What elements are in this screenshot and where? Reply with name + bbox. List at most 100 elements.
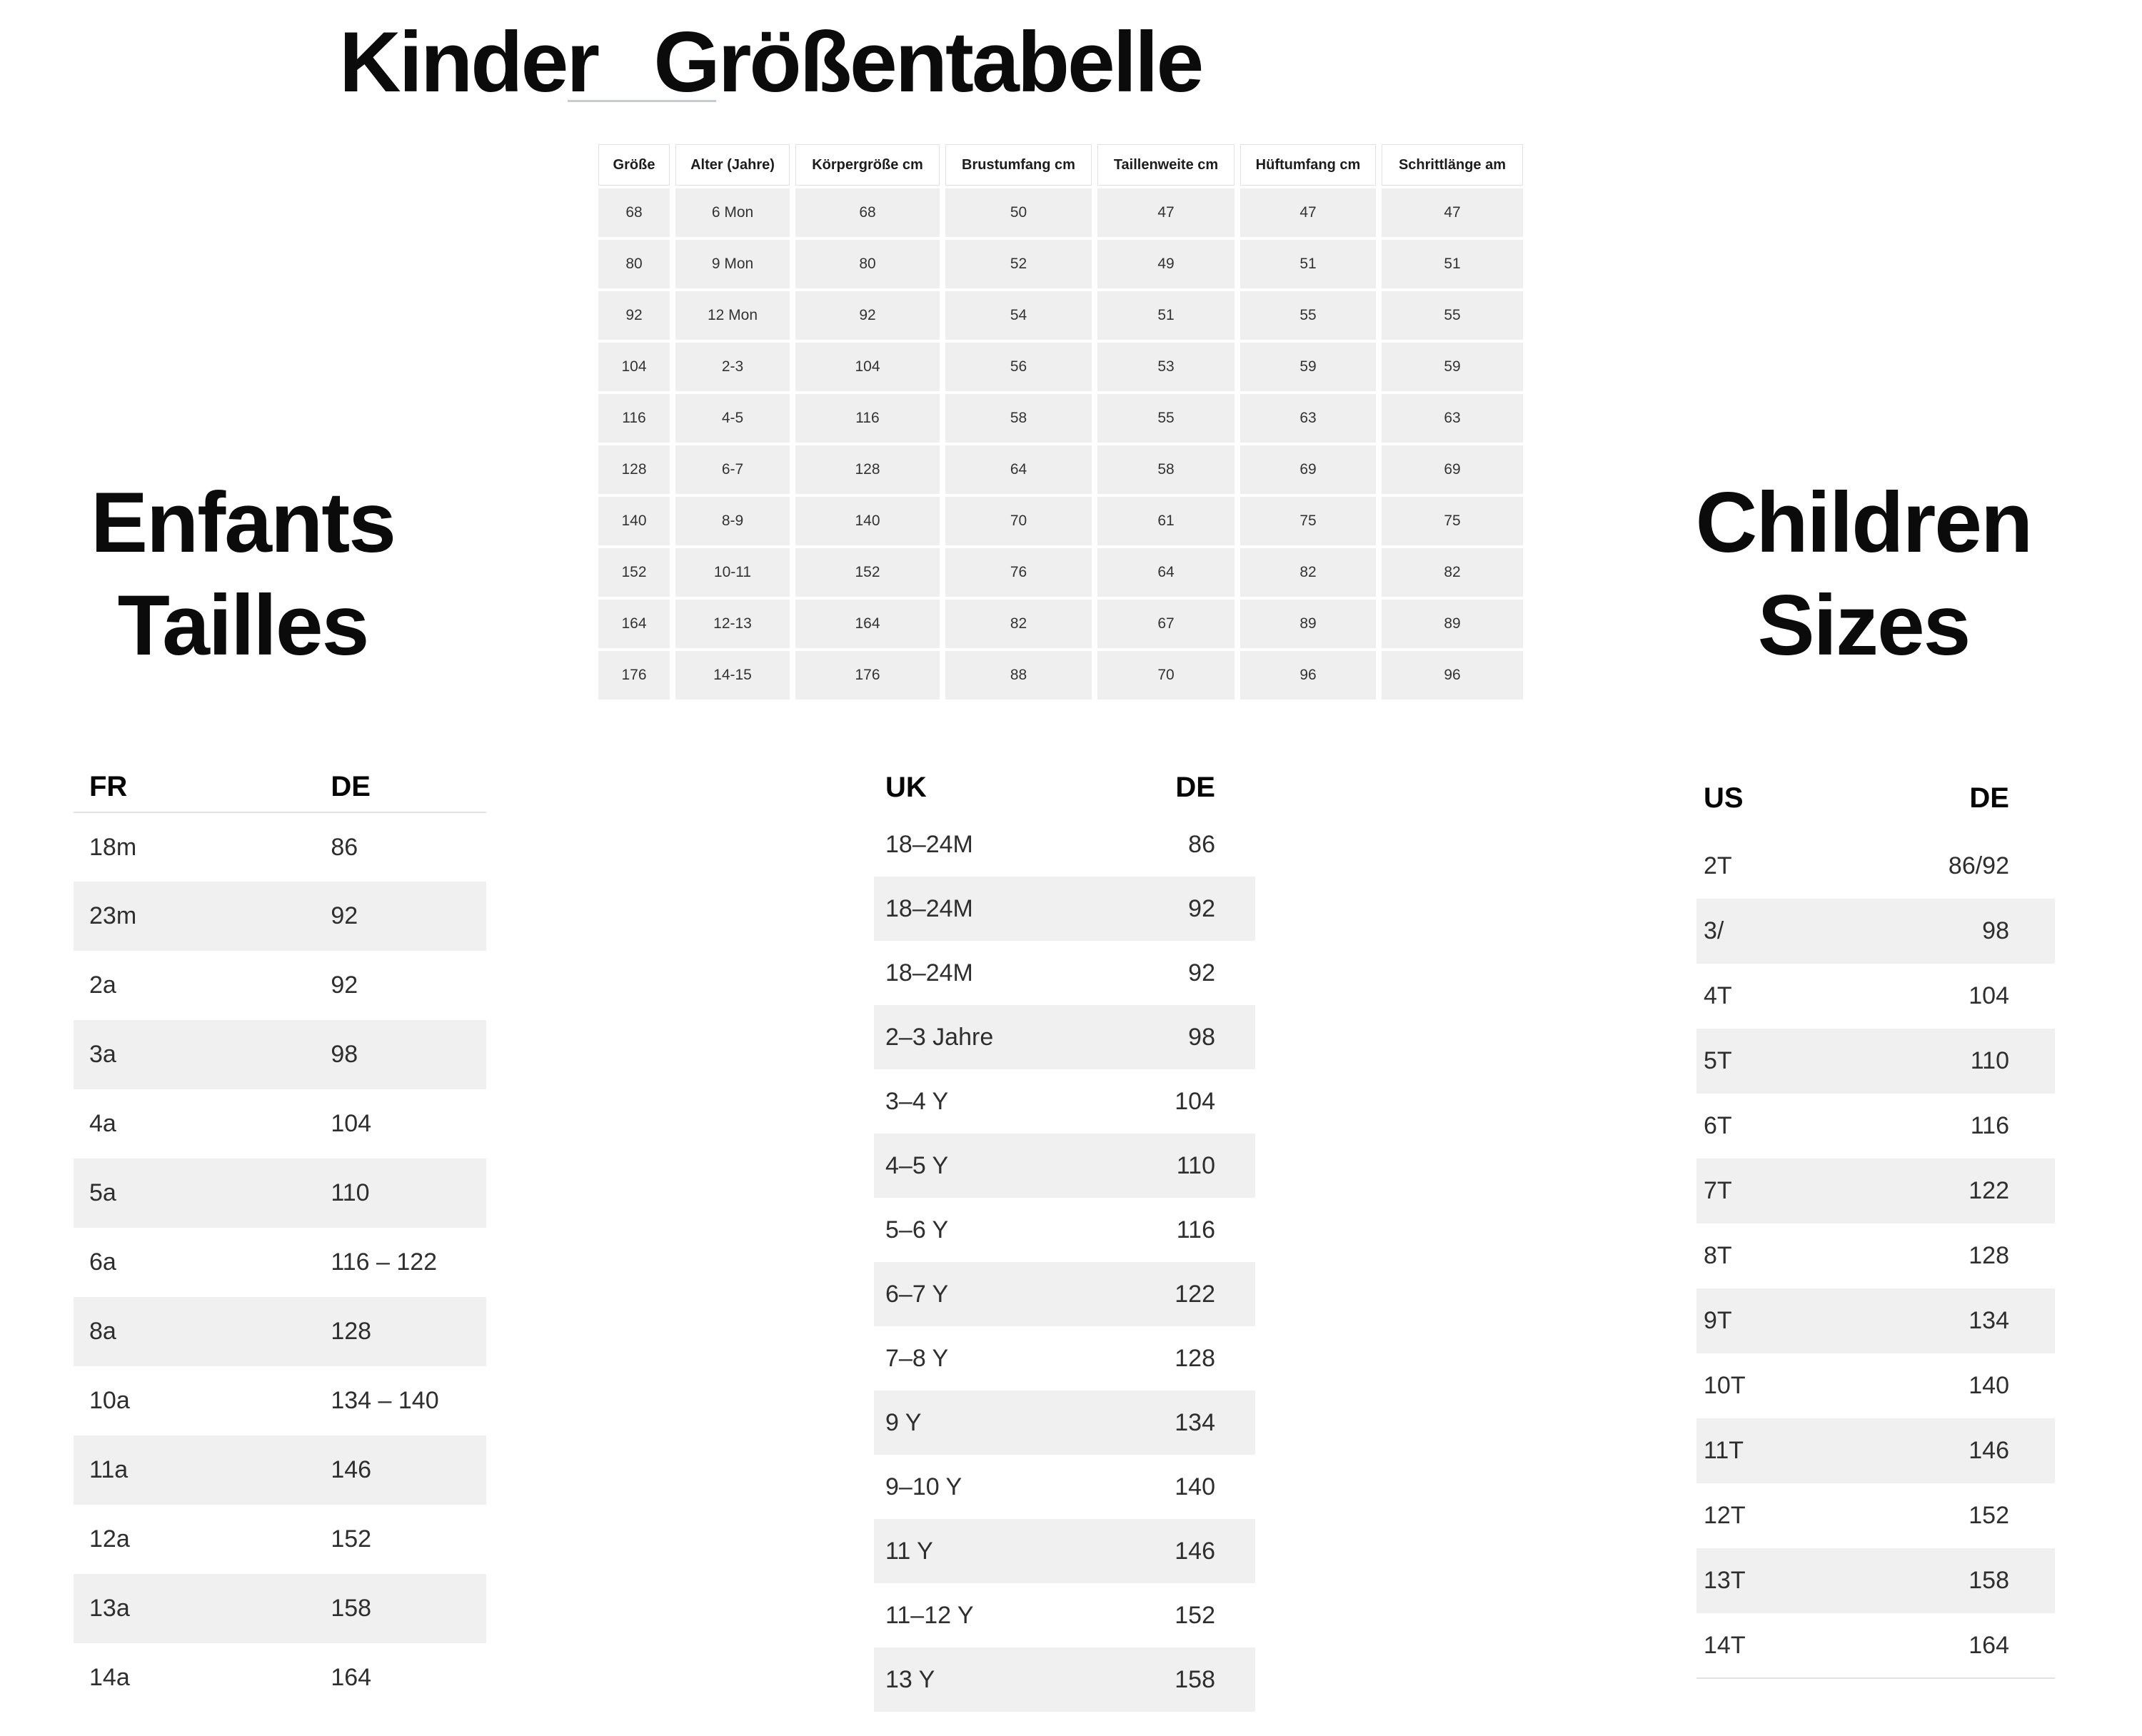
age-cell: 4-5 <box>675 394 790 443</box>
enfants-tailles-heading: Enfants Tailles <box>21 471 464 677</box>
uk-size-cell: 9 Y <box>874 1391 1149 1455</box>
fr-size-row: 14a 164 <box>74 1643 486 1712</box>
us-de-size-cell: 116 <box>1970 1112 2009 1139</box>
us-size-row: 7T 122 <box>1696 1159 2055 1223</box>
measurement-row: 164 12-13 164 82 67 89 89 <box>598 600 1523 648</box>
height-cell: 68 <box>795 188 940 237</box>
inseam-cell: 96 <box>1382 651 1523 700</box>
us-size-row: 8T 128 <box>1696 1223 2055 1288</box>
fr-de-size-cell: 146 <box>329 1435 486 1505</box>
uk-de-size-cell: 158 <box>1148 1647 1255 1712</box>
waist-cell: 64 <box>1097 548 1235 597</box>
fr-de-table-body: 18m 86 23m 92 2a 92 3a 98 <box>74 812 486 1712</box>
us-de-size-cell: 158 <box>1911 1548 2055 1613</box>
age-cell: 12-13 <box>675 600 790 648</box>
age-cell: 6 Mon <box>675 188 790 237</box>
measurement-header-cell: Größe <box>598 144 670 186</box>
us-size-cell: 14T <box>1704 1631 1746 1659</box>
uk-size-row: 13 Y 158 <box>874 1647 1255 1712</box>
fr-de-size-cell: 104 <box>331 1110 372 1137</box>
measurement-header-cell: Alter (Jahre) <box>675 144 790 186</box>
waist-cell: 53 <box>1097 343 1235 391</box>
height-cell: 80 <box>795 240 940 288</box>
uk-size-cell: 5–6 Y <box>885 1216 949 1243</box>
us-size-cell: 13T <box>1696 1548 1912 1613</box>
height-cell: 176 <box>795 651 940 700</box>
waist-cell: 47 <box>1097 188 1235 237</box>
fr-de-size-cell: 158 <box>329 1574 486 1643</box>
uk-de-size-table: UK DE 18–24M 86 18–24M 92 18–24M 92 <box>874 762 1255 1712</box>
chest-cell: 76 <box>945 548 1092 597</box>
us-size-cell: 7T <box>1696 1159 1912 1223</box>
uk-de-size-cell: 92 <box>1148 877 1255 941</box>
fr-de-size-cell: 110 <box>329 1159 486 1228</box>
uk-de-size-cell: 128 <box>1175 1344 1215 1372</box>
waist-cell: 55 <box>1097 394 1235 443</box>
age-cell: 12 Mon <box>675 291 790 340</box>
fr-size-cell: 8a <box>74 1297 330 1366</box>
measurement-row: 92 12 Mon 92 54 51 55 55 <box>598 291 1523 340</box>
us-de-column-header: DE <box>1969 782 2009 814</box>
uk-size-cell: 18–24M <box>874 877 1149 941</box>
uk-size-row: 6–7 Y 122 <box>874 1262 1255 1326</box>
age-cell: 10-11 <box>675 548 790 597</box>
us-column-header: US <box>1704 782 1744 814</box>
chest-cell: 54 <box>945 291 1092 340</box>
waist-cell: 67 <box>1097 600 1235 648</box>
size-cell: 164 <box>598 600 670 648</box>
fr-size-cell: 14a <box>89 1664 130 1691</box>
us-size-row: 14T 164 <box>1696 1613 2055 1678</box>
height-cell: 140 <box>795 497 940 545</box>
fr-de-size-cell: 98 <box>329 1020 486 1089</box>
us-de-table-body: 2T 86/92 3/ 98 4T 104 5T 110 <box>1696 834 2055 1678</box>
measurement-row: 68 6 Mon 68 50 47 47 47 <box>598 188 1523 237</box>
us-de-size-cell: 134 <box>1911 1288 2055 1353</box>
fr-column-header: FR <box>74 762 330 813</box>
fr-de-size-table: FR DE 18m 86 23m 92 2a 92 <box>74 762 486 1712</box>
us-size-cell: 10T <box>1704 1372 1746 1399</box>
us-size-cell: 4T <box>1704 982 1732 1009</box>
waist-cell: 70 <box>1097 651 1235 700</box>
hip-cell: 75 <box>1240 497 1376 545</box>
measurement-header-cell: Körpergröße cm <box>795 144 940 186</box>
children-heading-line2: Sizes <box>1757 577 1971 673</box>
uk-de-size-cell: 104 <box>1175 1087 1215 1115</box>
height-cell: 128 <box>795 445 940 494</box>
measurement-row: 140 8-9 140 70 61 75 75 <box>598 497 1523 545</box>
page-title: Kinder Größentabelle <box>339 14 1204 110</box>
us-size-cell: 8T <box>1704 1242 1732 1269</box>
us-size-row: 11T 146 <box>1696 1418 2055 1483</box>
fr-de-size-cell: 92 <box>329 882 486 951</box>
fr-size-row: 18m 86 <box>74 812 486 882</box>
fr-size-cell: 5a <box>74 1159 330 1228</box>
fr-de-size-cell: 116 – 122 <box>331 1248 438 1276</box>
fr-de-table-head: FR DE <box>74 762 486 813</box>
size-cell: 140 <box>598 497 670 545</box>
fr-size-row: 8a 128 <box>74 1297 486 1366</box>
uk-de-size-cell: 116 <box>1176 1216 1215 1243</box>
inseam-cell: 89 <box>1382 600 1523 648</box>
us-size-cell: 5T <box>1696 1029 1912 1094</box>
uk-de-column-header: DE <box>1175 771 1215 803</box>
inseam-cell: 55 <box>1382 291 1523 340</box>
hip-cell: 69 <box>1240 445 1376 494</box>
fr-de-size-cell: 152 <box>331 1525 372 1553</box>
inseam-cell: 82 <box>1382 548 1523 597</box>
uk-size-row: 4–5 Y 110 <box>874 1134 1255 1198</box>
fr-size-cell: 4a <box>89 1110 116 1137</box>
size-cell: 104 <box>598 343 670 391</box>
fr-size-row: 10a 134 – 140 <box>74 1366 486 1435</box>
uk-size-row: 11 Y 146 <box>874 1519 1255 1583</box>
hip-cell: 96 <box>1240 651 1376 700</box>
us-de-size-cell: 146 <box>1911 1418 2055 1483</box>
size-cell: 92 <box>598 291 670 340</box>
uk-de-table-head: UK DE <box>874 762 1255 812</box>
measurement-header-cell: Schrittlänge am <box>1382 144 1523 186</box>
hip-cell: 47 <box>1240 188 1376 237</box>
children-sizes-heading: Children Sizes <box>1642 471 2085 677</box>
uk-size-row: 7–8 Y 128 <box>874 1326 1255 1391</box>
uk-de-size-cell: 140 <box>1175 1473 1215 1500</box>
us-de-size-cell: 104 <box>1968 982 2009 1009</box>
us-de-size-cell: 110 <box>1911 1029 2055 1094</box>
inseam-cell: 47 <box>1382 188 1523 237</box>
